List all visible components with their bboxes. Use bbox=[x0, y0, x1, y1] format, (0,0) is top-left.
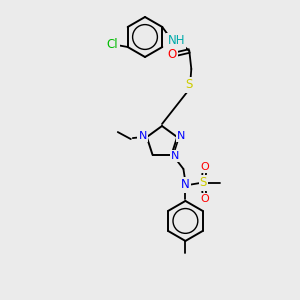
Text: N: N bbox=[171, 151, 180, 161]
Text: O: O bbox=[168, 49, 177, 62]
Text: S: S bbox=[186, 79, 193, 92]
Text: N: N bbox=[139, 131, 147, 141]
Text: N: N bbox=[181, 178, 190, 191]
Text: N: N bbox=[177, 131, 185, 141]
Text: S: S bbox=[200, 176, 207, 189]
Text: Cl: Cl bbox=[107, 38, 118, 52]
Text: O: O bbox=[200, 194, 209, 204]
Text: O: O bbox=[200, 162, 209, 172]
Text: NH: NH bbox=[168, 34, 185, 47]
